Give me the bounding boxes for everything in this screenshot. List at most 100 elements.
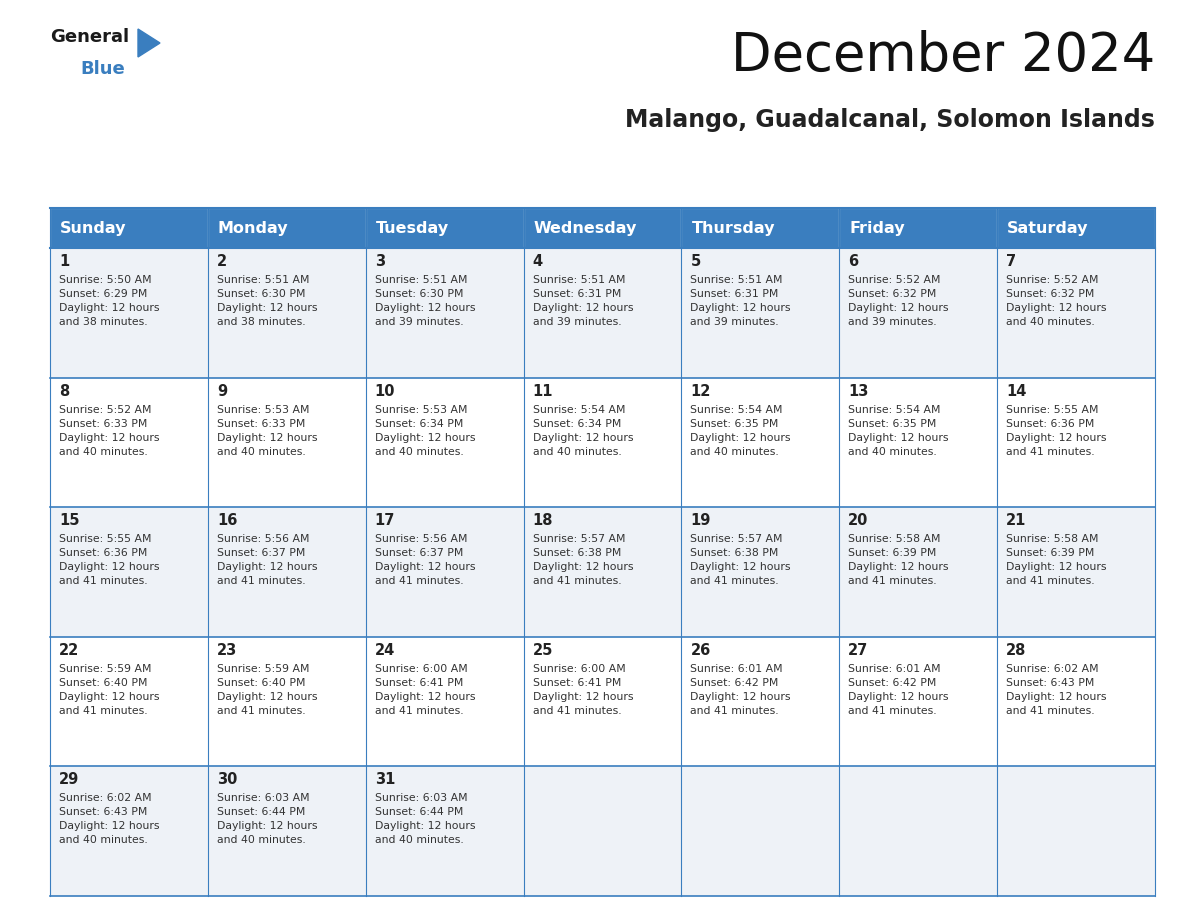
Text: 17: 17 bbox=[374, 513, 396, 528]
Text: 12: 12 bbox=[690, 384, 710, 398]
Text: 10: 10 bbox=[374, 384, 396, 398]
Text: Malango, Guadalcanal, Solomon Islands: Malango, Guadalcanal, Solomon Islands bbox=[625, 108, 1155, 132]
Text: 8: 8 bbox=[59, 384, 69, 398]
Bar bbox=[997, 637, 1155, 767]
Text: Sunrise: 5:51 AM
Sunset: 6:31 PM
Daylight: 12 hours
and 39 minutes.: Sunrise: 5:51 AM Sunset: 6:31 PM Dayligh… bbox=[690, 275, 791, 327]
Bar bbox=[839, 508, 997, 637]
Text: 9: 9 bbox=[217, 384, 227, 398]
Text: Friday: Friday bbox=[849, 220, 905, 236]
Text: Sunrise: 5:51 AM
Sunset: 6:31 PM
Daylight: 12 hours
and 39 minutes.: Sunrise: 5:51 AM Sunset: 6:31 PM Dayligh… bbox=[532, 275, 633, 327]
Text: Tuesday: Tuesday bbox=[375, 220, 449, 236]
Text: Sunrise: 5:51 AM
Sunset: 6:30 PM
Daylight: 12 hours
and 39 minutes.: Sunrise: 5:51 AM Sunset: 6:30 PM Dayligh… bbox=[374, 275, 475, 327]
Text: 24: 24 bbox=[374, 643, 394, 658]
Bar bbox=[524, 508, 682, 637]
Bar bbox=[366, 767, 524, 896]
Text: 23: 23 bbox=[217, 643, 238, 658]
Text: 7: 7 bbox=[1006, 254, 1016, 269]
Bar bbox=[524, 248, 682, 377]
Text: Sunrise: 5:56 AM
Sunset: 6:37 PM
Daylight: 12 hours
and 41 minutes.: Sunrise: 5:56 AM Sunset: 6:37 PM Dayligh… bbox=[217, 534, 317, 587]
Text: 29: 29 bbox=[59, 772, 80, 788]
Text: Sunrise: 6:03 AM
Sunset: 6:44 PM
Daylight: 12 hours
and 40 minutes.: Sunrise: 6:03 AM Sunset: 6:44 PM Dayligh… bbox=[374, 793, 475, 845]
Text: General: General bbox=[50, 28, 129, 46]
Bar bbox=[366, 208, 524, 248]
Text: Sunrise: 5:53 AM
Sunset: 6:34 PM
Daylight: 12 hours
and 40 minutes.: Sunrise: 5:53 AM Sunset: 6:34 PM Dayligh… bbox=[374, 405, 475, 456]
Text: Sunrise: 5:50 AM
Sunset: 6:29 PM
Daylight: 12 hours
and 38 minutes.: Sunrise: 5:50 AM Sunset: 6:29 PM Dayligh… bbox=[59, 275, 159, 327]
Text: 26: 26 bbox=[690, 643, 710, 658]
Text: Sunrise: 6:00 AM
Sunset: 6:41 PM
Daylight: 12 hours
and 41 minutes.: Sunrise: 6:00 AM Sunset: 6:41 PM Dayligh… bbox=[532, 664, 633, 716]
Bar bbox=[208, 767, 366, 896]
Text: 28: 28 bbox=[1006, 643, 1026, 658]
Bar bbox=[524, 377, 682, 508]
Text: 20: 20 bbox=[848, 513, 868, 528]
Text: Sunrise: 5:55 AM
Sunset: 6:36 PM
Daylight: 12 hours
and 41 minutes.: Sunrise: 5:55 AM Sunset: 6:36 PM Dayligh… bbox=[1006, 405, 1107, 456]
Bar bbox=[524, 637, 682, 767]
Text: Sunrise: 5:52 AM
Sunset: 6:32 PM
Daylight: 12 hours
and 39 minutes.: Sunrise: 5:52 AM Sunset: 6:32 PM Dayligh… bbox=[848, 275, 949, 327]
Text: 14: 14 bbox=[1006, 384, 1026, 398]
Bar bbox=[366, 248, 524, 377]
Bar bbox=[839, 377, 997, 508]
Bar bbox=[208, 208, 366, 248]
Text: Sunrise: 5:58 AM
Sunset: 6:39 PM
Daylight: 12 hours
and 41 minutes.: Sunrise: 5:58 AM Sunset: 6:39 PM Dayligh… bbox=[848, 534, 949, 587]
Text: 5: 5 bbox=[690, 254, 701, 269]
Text: Wednesday: Wednesday bbox=[533, 220, 637, 236]
Bar bbox=[524, 208, 682, 248]
Text: Sunrise: 5:57 AM
Sunset: 6:38 PM
Daylight: 12 hours
and 41 minutes.: Sunrise: 5:57 AM Sunset: 6:38 PM Dayligh… bbox=[532, 534, 633, 587]
Bar bbox=[208, 248, 366, 377]
Bar bbox=[839, 208, 997, 248]
Bar bbox=[50, 508, 208, 637]
Text: 30: 30 bbox=[217, 772, 238, 788]
Text: 16: 16 bbox=[217, 513, 238, 528]
Bar bbox=[682, 637, 839, 767]
Text: Sunrise: 5:58 AM
Sunset: 6:39 PM
Daylight: 12 hours
and 41 minutes.: Sunrise: 5:58 AM Sunset: 6:39 PM Dayligh… bbox=[1006, 534, 1107, 587]
Text: Blue: Blue bbox=[80, 60, 125, 78]
Bar bbox=[50, 767, 208, 896]
Text: Sunrise: 5:56 AM
Sunset: 6:37 PM
Daylight: 12 hours
and 41 minutes.: Sunrise: 5:56 AM Sunset: 6:37 PM Dayligh… bbox=[374, 534, 475, 587]
Text: Sunrise: 6:02 AM
Sunset: 6:43 PM
Daylight: 12 hours
and 40 minutes.: Sunrise: 6:02 AM Sunset: 6:43 PM Dayligh… bbox=[59, 793, 159, 845]
Bar bbox=[524, 767, 682, 896]
Text: Sunrise: 5:54 AM
Sunset: 6:34 PM
Daylight: 12 hours
and 40 minutes.: Sunrise: 5:54 AM Sunset: 6:34 PM Dayligh… bbox=[532, 405, 633, 456]
Bar bbox=[366, 508, 524, 637]
Text: Sunrise: 6:03 AM
Sunset: 6:44 PM
Daylight: 12 hours
and 40 minutes.: Sunrise: 6:03 AM Sunset: 6:44 PM Dayligh… bbox=[217, 793, 317, 845]
Text: 11: 11 bbox=[532, 384, 554, 398]
Text: Sunrise: 5:57 AM
Sunset: 6:38 PM
Daylight: 12 hours
and 41 minutes.: Sunrise: 5:57 AM Sunset: 6:38 PM Dayligh… bbox=[690, 534, 791, 587]
Text: Sunrise: 6:01 AM
Sunset: 6:42 PM
Daylight: 12 hours
and 41 minutes.: Sunrise: 6:01 AM Sunset: 6:42 PM Dayligh… bbox=[848, 664, 949, 716]
Bar bbox=[682, 248, 839, 377]
Text: 25: 25 bbox=[532, 643, 552, 658]
Text: Sunrise: 6:02 AM
Sunset: 6:43 PM
Daylight: 12 hours
and 41 minutes.: Sunrise: 6:02 AM Sunset: 6:43 PM Dayligh… bbox=[1006, 664, 1107, 716]
Text: Sunrise: 6:00 AM
Sunset: 6:41 PM
Daylight: 12 hours
and 41 minutes.: Sunrise: 6:00 AM Sunset: 6:41 PM Dayligh… bbox=[374, 664, 475, 716]
Bar bbox=[682, 767, 839, 896]
Text: Sunrise: 5:53 AM
Sunset: 6:33 PM
Daylight: 12 hours
and 40 minutes.: Sunrise: 5:53 AM Sunset: 6:33 PM Dayligh… bbox=[217, 405, 317, 456]
Bar bbox=[366, 377, 524, 508]
Text: 27: 27 bbox=[848, 643, 868, 658]
Text: Sunrise: 5:54 AM
Sunset: 6:35 PM
Daylight: 12 hours
and 40 minutes.: Sunrise: 5:54 AM Sunset: 6:35 PM Dayligh… bbox=[690, 405, 791, 456]
Bar bbox=[839, 767, 997, 896]
Bar bbox=[366, 637, 524, 767]
Text: 22: 22 bbox=[59, 643, 80, 658]
Text: 15: 15 bbox=[59, 513, 80, 528]
Text: 1: 1 bbox=[59, 254, 69, 269]
Text: Thursday: Thursday bbox=[691, 220, 775, 236]
Text: Monday: Monday bbox=[217, 220, 289, 236]
Text: 18: 18 bbox=[532, 513, 554, 528]
Polygon shape bbox=[138, 29, 160, 57]
Text: 13: 13 bbox=[848, 384, 868, 398]
Bar bbox=[50, 377, 208, 508]
Bar bbox=[682, 377, 839, 508]
Text: 2: 2 bbox=[217, 254, 227, 269]
Text: 4: 4 bbox=[532, 254, 543, 269]
Bar bbox=[682, 208, 839, 248]
Text: Saturday: Saturday bbox=[1007, 220, 1088, 236]
Text: 6: 6 bbox=[848, 254, 859, 269]
Bar bbox=[839, 637, 997, 767]
Text: Sunrise: 5:59 AM
Sunset: 6:40 PM
Daylight: 12 hours
and 41 minutes.: Sunrise: 5:59 AM Sunset: 6:40 PM Dayligh… bbox=[217, 664, 317, 716]
Bar bbox=[839, 248, 997, 377]
Text: 21: 21 bbox=[1006, 513, 1026, 528]
Bar bbox=[208, 637, 366, 767]
Bar bbox=[997, 208, 1155, 248]
Text: Sunrise: 5:59 AM
Sunset: 6:40 PM
Daylight: 12 hours
and 41 minutes.: Sunrise: 5:59 AM Sunset: 6:40 PM Dayligh… bbox=[59, 664, 159, 716]
Bar bbox=[997, 377, 1155, 508]
Text: December 2024: December 2024 bbox=[731, 30, 1155, 82]
Text: Sunrise: 5:52 AM
Sunset: 6:32 PM
Daylight: 12 hours
and 40 minutes.: Sunrise: 5:52 AM Sunset: 6:32 PM Dayligh… bbox=[1006, 275, 1107, 327]
Bar bbox=[997, 508, 1155, 637]
Bar bbox=[997, 248, 1155, 377]
